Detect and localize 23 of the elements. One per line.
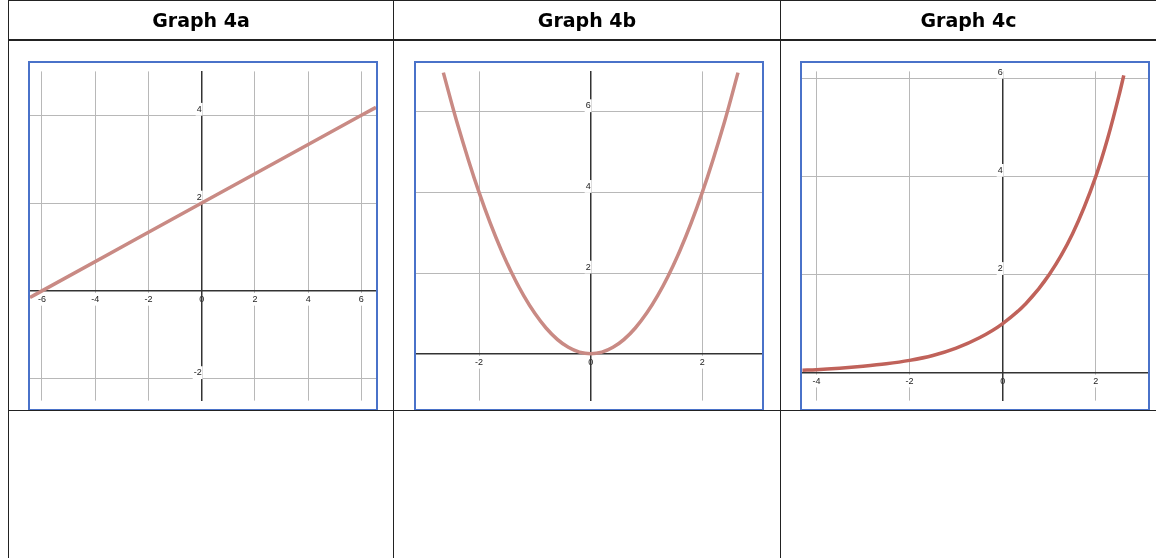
y-tick-label: 2 xyxy=(196,191,202,202)
x-tick-label: 6 xyxy=(358,293,364,304)
y-tick-label: 2 xyxy=(585,261,591,272)
x-tick-label: -2 xyxy=(905,375,914,386)
y-tick-label: 4 xyxy=(585,180,591,191)
chart-title: Graph 4a xyxy=(9,0,393,41)
x-tick-label: 4 xyxy=(305,293,311,304)
x-tick-label: -6 xyxy=(37,293,46,304)
x-tick-label: 2 xyxy=(699,356,705,367)
y-tick-label: 2 xyxy=(997,263,1003,273)
y-tick-label: 6 xyxy=(585,100,591,111)
y-tick-label: -2 xyxy=(193,367,202,378)
y-tick-label: 4 xyxy=(196,103,202,114)
x-tick-label: 2 xyxy=(252,293,258,304)
chart-title: Graph 4c xyxy=(781,0,1156,41)
x-tick-label: -4 xyxy=(812,375,821,386)
x-tick-label: -2 xyxy=(475,356,484,367)
y-tick-label: 4 xyxy=(997,164,1003,175)
x-tick-label: -4 xyxy=(91,293,100,304)
x-tick-label: -2 xyxy=(144,293,153,304)
y-tick-label: 6 xyxy=(997,66,1003,77)
chart-title: Graph 4b xyxy=(394,0,780,41)
x-tick-label: 2 xyxy=(1093,375,1099,386)
